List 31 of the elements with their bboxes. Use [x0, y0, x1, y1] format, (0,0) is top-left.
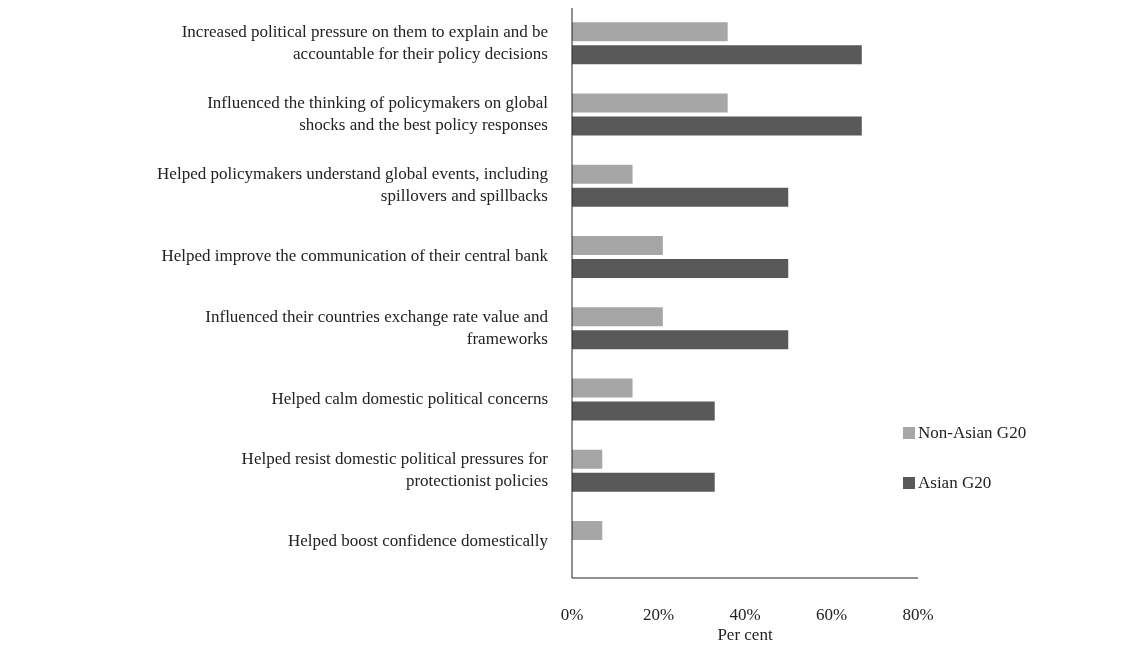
x-axis-title: Per cent	[717, 625, 773, 644]
bar	[572, 401, 715, 421]
bar	[572, 236, 663, 255]
y-tick-label: Influenced their countries exchange rate value and frameworks	[205, 306, 549, 348]
y-tick-label: Helped boost confidence domestically	[287, 531, 549, 551]
bar	[572, 378, 633, 398]
y-tick-label: Helped policymakers understand global events, including spillovers and spillbacks	[157, 164, 549, 206]
x-tick-label: 80%	[902, 605, 934, 625]
legend-label: Non-Asian G20	[918, 423, 1027, 443]
bar	[572, 472, 715, 492]
bar	[572, 164, 633, 184]
bar	[572, 330, 789, 350]
x-tick-label: 20%	[642, 605, 675, 625]
bar	[572, 45, 862, 65]
y-tick-label: Influenced the thinking of policymakers on global shocks and the best policy responses	[207, 92, 549, 134]
bar	[572, 22, 728, 42]
x-tick-label: 0%	[560, 605, 584, 625]
x-tick-label: 40%	[729, 605, 761, 625]
legend-label: Asian G20	[918, 473, 992, 493]
bar	[572, 449, 603, 469]
y-tick-label: Helped improve the communication of their central bank	[161, 246, 549, 266]
y-tick-label: Helped resist domestic political pressures for protectionist policies	[241, 449, 549, 491]
bar	[572, 259, 789, 278]
bar	[572, 521, 603, 540]
bar	[572, 93, 728, 113]
y-tick-label: Helped calm domestic political concerns	[271, 388, 548, 408]
bar	[572, 116, 862, 136]
x-tick-label: 60%	[815, 605, 848, 625]
bar	[572, 187, 789, 207]
bar	[572, 307, 663, 327]
y-tick-label: Increased political pressure on them to explain and be accountable for their policy decisions	[181, 21, 548, 63]
